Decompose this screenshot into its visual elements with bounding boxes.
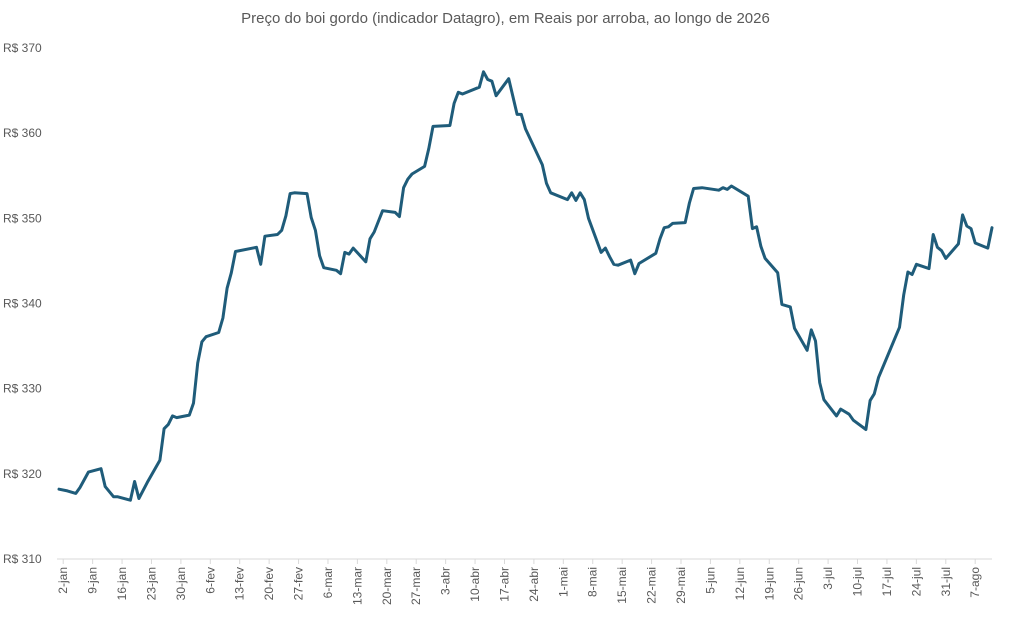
x-tick-label: 6-fev [203,567,217,594]
x-tick-label: 5-jun [703,567,717,594]
y-tick-label: R$ 360 [3,126,42,140]
x-tick-label: 30-jan [174,567,188,600]
x-tick-label: 9-jan [86,567,100,594]
series-line-0 [57,70,994,502]
x-tick-label: 20-mar [380,567,394,605]
y-tick-label: R$ 350 [3,211,42,225]
series-layer [57,70,994,502]
y-tick-label: R$ 320 [3,467,42,481]
x-tick-label: 24-abr [527,567,541,602]
x-tick-label: 7-ago [968,567,982,598]
y-axis: R$ 310 R$ 320 R$ 330 R$ 340 R$ 350 R$ 360 R$ 3… [3,41,42,566]
x-tick-label: 31-jul [939,567,953,596]
chart-title: Preço do boi gordo (indicador Datagro), … [241,10,770,27]
x-tick-label: 27-mar [409,567,423,605]
x-tick-label: 20-fev [262,567,276,600]
x-tick-label: 10-jul [851,567,865,596]
x-tick-label: 29-mai [674,567,688,604]
x-tick-label: 8-mai [586,567,600,597]
x-tick-label: 16-jan [115,567,129,600]
x-tick-label: 19-jun [762,567,776,600]
x-tick-label: 12-jun [733,567,747,600]
x-tick-label: 3-abr [439,567,453,595]
y-tick-label: R$ 330 [3,382,42,396]
x-axis: 2-jan 9-jan 16-jan 23-jan 30-jan 6-fev 13-fev 2… [56,558,992,605]
x-tick-label: 17-jul [880,567,894,596]
x-tick-label: 2-jan [56,567,70,594]
x-tick-label: 23-jan [144,567,158,600]
y-tick-label: R$ 370 [3,41,42,55]
x-tick-label: 10-abr [468,567,482,602]
x-tick-label: 26-jun [792,567,806,600]
x-tick-label: 13-fev [233,567,247,600]
x-tick-label: 6-mar [321,567,335,598]
x-tick-label: 27-fev [292,567,306,600]
x-tick-label: 3-jul [821,567,835,590]
x-tick-label: 15-mai [615,567,629,604]
y-tick-label: R$ 310 [3,552,42,566]
y-tick-label: R$ 340 [3,297,42,311]
x-tick-label: 22-mai [645,567,659,604]
x-tick-label: 24-jul [909,567,923,596]
x-tick-label: 17-abr [497,567,511,602]
x-tick-label: 13-mar [350,567,364,605]
x-tick-label: 1-mai [556,567,570,597]
